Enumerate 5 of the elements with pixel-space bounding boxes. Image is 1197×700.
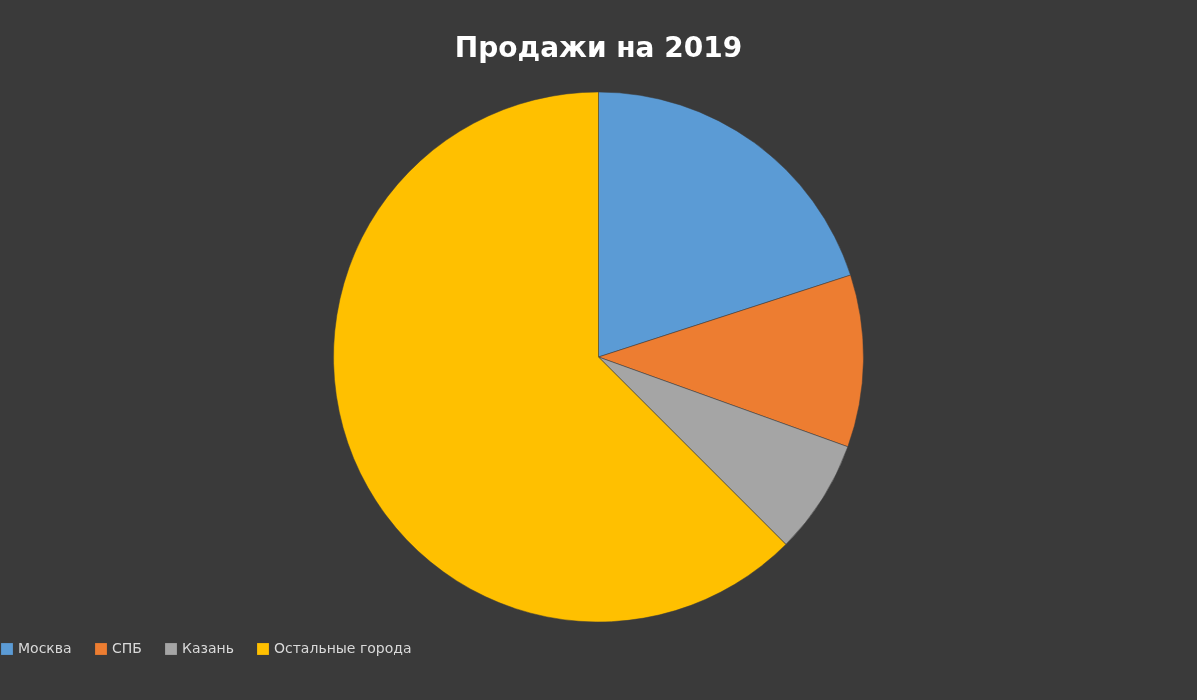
legend-label: СПБ: [112, 640, 142, 656]
legend-label: Москва: [18, 640, 72, 656]
legend-label: Остальные города: [274, 640, 412, 656]
chart-title: Продажи на 2019: [454, 31, 743, 64]
legend-label: Казань: [182, 640, 234, 656]
